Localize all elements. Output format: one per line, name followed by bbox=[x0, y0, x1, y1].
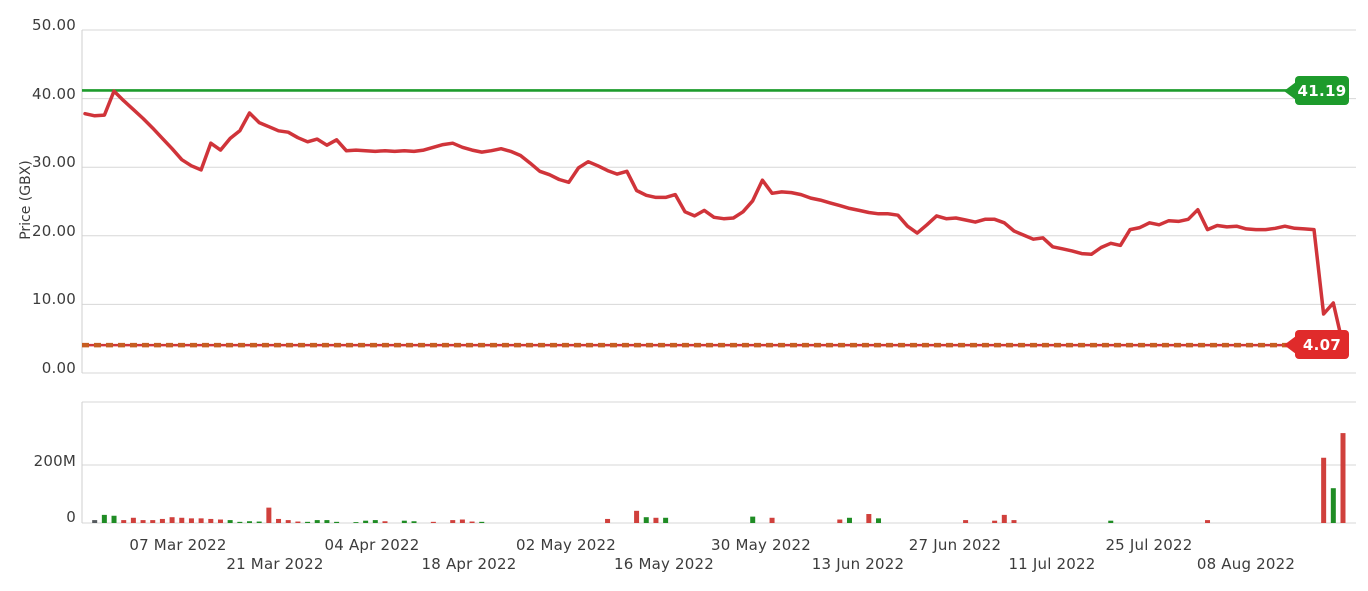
volume-bar bbox=[605, 518, 611, 523]
volume-bar bbox=[111, 515, 117, 523]
volume-bar bbox=[198, 518, 204, 523]
volume-bar bbox=[92, 520, 98, 523]
volume-bar bbox=[837, 519, 843, 523]
volume-bar bbox=[1321, 457, 1327, 523]
volume-bar bbox=[295, 521, 301, 523]
price-y-tick: 30.00 bbox=[32, 153, 76, 171]
price-y-tick: 20.00 bbox=[32, 222, 76, 240]
volume-bar bbox=[247, 521, 253, 523]
volume-bar bbox=[459, 519, 465, 523]
volume-bar bbox=[401, 520, 407, 523]
volume-bar bbox=[276, 518, 282, 523]
volume-bar bbox=[188, 518, 194, 523]
x-axis-tick: 04 Apr 2022 bbox=[324, 536, 420, 554]
volume-bar bbox=[237, 521, 243, 523]
volume-bar bbox=[634, 510, 640, 523]
volume-bar bbox=[150, 520, 156, 523]
volume-bar bbox=[1340, 433, 1346, 523]
volume-bar bbox=[169, 517, 175, 523]
x-axis-tick: 08 Aug 2022 bbox=[1196, 555, 1296, 573]
volume-bar bbox=[382, 521, 388, 523]
volume-bar bbox=[159, 518, 165, 523]
price-y-tick: 50.00 bbox=[32, 16, 76, 34]
x-axis-tick: 25 Jul 2022 bbox=[1105, 536, 1193, 554]
price-y-tick: 10.00 bbox=[32, 290, 76, 308]
volume-bar bbox=[101, 514, 107, 523]
y-axis-title: Price (GBX) bbox=[18, 160, 34, 240]
volume-bar bbox=[285, 520, 291, 523]
volume-bar bbox=[643, 517, 649, 523]
volume-bar bbox=[963, 520, 969, 523]
volume-bar bbox=[227, 520, 233, 523]
volume-bar bbox=[256, 521, 262, 523]
volume-bar bbox=[750, 516, 756, 523]
volume-bar bbox=[266, 507, 272, 523]
price-line bbox=[83, 89, 1345, 347]
volume-bar bbox=[217, 519, 223, 523]
high-price-value: 41.19 bbox=[1297, 81, 1347, 100]
volume-bar bbox=[1011, 520, 1017, 523]
x-axis-tick: 27 Jun 2022 bbox=[908, 536, 1002, 554]
volume-bar bbox=[866, 514, 872, 523]
x-axis-tick: 30 May 2022 bbox=[710, 536, 811, 554]
x-axis-tick: 07 Mar 2022 bbox=[129, 536, 227, 554]
last-price-badge: 4.07 bbox=[1295, 330, 1349, 359]
volume-y-tick: 200M bbox=[33, 452, 76, 470]
volume-bar bbox=[663, 517, 669, 523]
volume-bar bbox=[653, 517, 659, 523]
volume-bar bbox=[1330, 488, 1336, 523]
x-axis-tick: 11 Jul 2022 bbox=[1008, 555, 1096, 573]
volume-bar bbox=[363, 520, 369, 523]
volume-bar bbox=[140, 520, 146, 523]
x-axis-tick: 13 Jun 2022 bbox=[811, 555, 905, 573]
high-price-badge: 41.19 bbox=[1295, 76, 1349, 105]
price-y-tick: 40.00 bbox=[32, 85, 76, 103]
volume-bar bbox=[208, 518, 214, 523]
volume-bar bbox=[324, 520, 330, 523]
volume-bar bbox=[992, 520, 998, 523]
last-price-value: 4.07 bbox=[1302, 335, 1342, 354]
volume-bar bbox=[305, 521, 311, 523]
volume-bar bbox=[479, 521, 485, 523]
x-axis-tick: 21 Mar 2022 bbox=[226, 555, 324, 573]
volume-bar bbox=[179, 517, 185, 523]
price-y-tick: 0.00 bbox=[41, 359, 76, 377]
volume-bar bbox=[1205, 520, 1211, 523]
volume-bar bbox=[876, 518, 882, 523]
x-axis-tick: 18 Apr 2022 bbox=[421, 555, 517, 573]
volume-bar bbox=[334, 521, 340, 523]
x-axis-tick: 02 May 2022 bbox=[515, 536, 616, 554]
volume-bar bbox=[450, 520, 456, 523]
volume-bar bbox=[121, 520, 127, 523]
volume-bar bbox=[469, 521, 475, 523]
volume-bar bbox=[846, 517, 852, 523]
volume-bar bbox=[372, 520, 378, 523]
volume-bar bbox=[1108, 520, 1114, 523]
volume-bar bbox=[353, 522, 359, 523]
x-axis-tick: 16 May 2022 bbox=[613, 555, 714, 573]
volume-bar bbox=[430, 521, 436, 523]
volume-bar bbox=[314, 520, 320, 523]
volume-bar bbox=[769, 517, 775, 523]
volume-y-tick: 0 bbox=[66, 508, 76, 526]
volume-bar bbox=[1001, 514, 1007, 523]
volume-bar bbox=[130, 517, 136, 523]
volume-bar bbox=[411, 521, 417, 523]
